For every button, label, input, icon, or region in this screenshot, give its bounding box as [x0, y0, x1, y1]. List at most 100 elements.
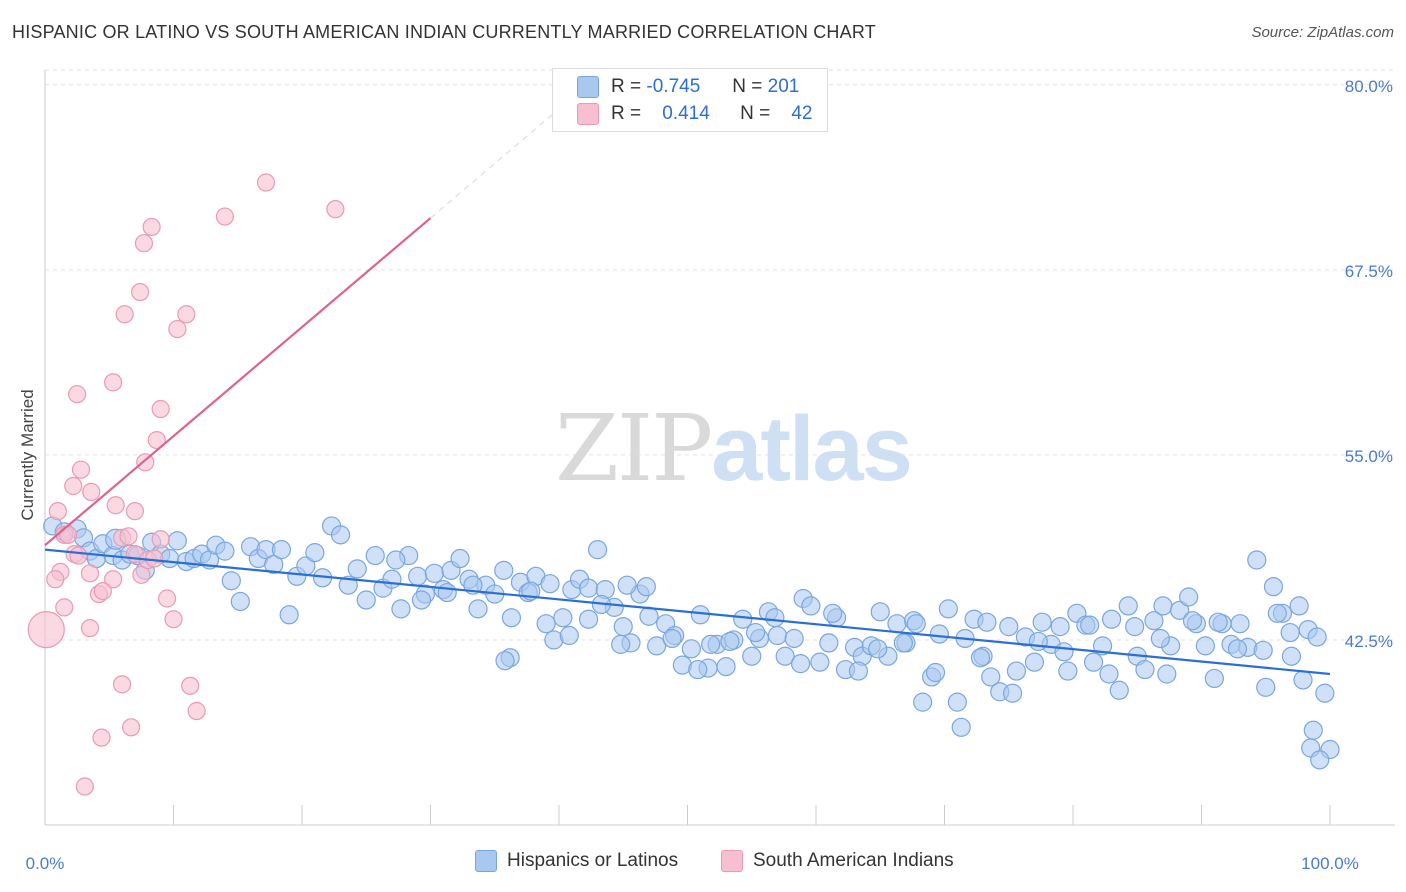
point-hispanics-150 — [1315, 683, 1335, 703]
point-hispanics-68 — [613, 617, 633, 637]
x-tick-label-0: 0.0% — [26, 854, 65, 873]
point-hispanics-77 — [690, 605, 710, 625]
watermark-zip: ZIP — [555, 395, 713, 502]
point-hispanics-86 — [767, 625, 788, 646]
point-sai-large — [27, 610, 65, 649]
point-sai-42 — [75, 777, 94, 796]
point-hispanics-176 — [868, 639, 888, 659]
point-sai-34 — [134, 234, 154, 253]
point-hispanics-140 — [1230, 614, 1250, 634]
y-tick-label-2: 67.5% — [1345, 262, 1393, 281]
point-hispanics-119 — [1050, 617, 1070, 637]
point-sai-22 — [80, 619, 100, 638]
point-hispanics-49 — [450, 548, 470, 569]
trend-line-sai-extension — [430, 108, 560, 219]
point-hispanics-113 — [999, 617, 1019, 637]
point-hispanics-175 — [893, 633, 913, 653]
legend-item-sai[interactable]: South American Indians — [721, 850, 954, 872]
point-sai-38 — [177, 305, 196, 324]
point-hispanics-178 — [823, 603, 843, 623]
point-sai-2 — [59, 525, 78, 544]
point-hispanics-27 — [264, 554, 284, 575]
n-label-pink: N = — [740, 103, 771, 124]
point-hispanics-164 — [1125, 617, 1145, 637]
point-sai-12 — [93, 581, 112, 601]
point-hispanics-59 — [536, 614, 556, 634]
point-hispanics-117 — [1032, 612, 1052, 632]
point-hispanics-191 — [559, 625, 579, 646]
point-sai-19 — [151, 530, 170, 549]
point-sai-46 — [187, 701, 206, 721]
point-hispanics-127 — [1118, 596, 1138, 616]
point-hispanics-133 — [1170, 600, 1190, 620]
y-axis-label: Currently Married — [18, 389, 37, 520]
trend-line-hispanics — [44, 548, 1331, 676]
point-hispanics-131 — [1153, 596, 1173, 616]
point-sai-5 — [46, 570, 65, 589]
point-hispanics-142 — [1247, 550, 1267, 570]
n-label-blue: N = — [732, 76, 763, 97]
point-sai-28 — [136, 453, 155, 472]
point-hispanics-147 — [1289, 596, 1309, 616]
point-hispanics-165 — [1099, 664, 1119, 684]
r-value-blue: -0.745 — [646, 76, 701, 97]
point-hispanics-163 — [1150, 628, 1170, 649]
point-sai-39 — [215, 207, 234, 226]
point-hispanics-187 — [617, 575, 637, 595]
point-hispanics-129 — [1135, 659, 1155, 680]
point-hispanics-185 — [662, 628, 682, 649]
point-sai-41 — [326, 200, 345, 219]
legend-item-hispanics[interactable]: Hispanics or Latinos — [475, 850, 678, 872]
trend-lines — [44, 108, 1331, 676]
n-value-pink: 42 — [791, 103, 813, 124]
point-sai-27 — [125, 502, 145, 521]
point-hispanics-44 — [408, 566, 428, 586]
point-hispanics-125 — [1101, 609, 1122, 629]
point-hispanics-179 — [790, 654, 811, 674]
point-hispanics-76 — [681, 639, 701, 659]
y-tick-label-0: 42.5% — [1345, 632, 1393, 651]
point-hispanics-166 — [1080, 615, 1100, 635]
point-hispanics-156 — [1280, 622, 1300, 643]
point-hispanics-100 — [887, 614, 907, 634]
y-tick-label-1: 55.0% — [1345, 447, 1393, 466]
point-hispanics-111 — [981, 667, 1001, 687]
point-hispanics-199 — [386, 550, 406, 570]
point-hispanics-103 — [913, 692, 933, 712]
point-hispanics-90 — [801, 596, 821, 616]
point-hispanics-36 — [338, 575, 358, 595]
point-hispanics-64 — [578, 578, 599, 598]
y-tick-label-3: 80.0% — [1345, 77, 1393, 96]
point-hispanics-71 — [639, 606, 659, 626]
x-tick-label-1: 100.0% — [1301, 854, 1359, 873]
point-sai-23 — [112, 675, 132, 694]
point-hispanics-107 — [947, 692, 967, 712]
point-hispanics-174 — [906, 614, 926, 634]
point-hispanics-14 — [160, 548, 180, 569]
point-hispanics-195 — [495, 651, 515, 671]
point-hispanics-177 — [848, 661, 869, 681]
point-hispanics-87 — [775, 646, 795, 666]
point-hispanics-61 — [553, 608, 573, 628]
point-hispanics-169 — [1003, 683, 1023, 703]
point-sai-43 — [92, 728, 111, 747]
point-hispanics-149 — [1307, 627, 1327, 647]
point-hispanics-146 — [1281, 646, 1302, 666]
point-sai-31 — [104, 373, 123, 392]
point-sai-33 — [130, 282, 150, 302]
point-sai-37 — [168, 319, 187, 339]
point-hispanics-82 — [733, 609, 753, 629]
point-hispanics-168 — [1028, 631, 1048, 652]
stats-legend: R = -0.745 N = 201 R = 0.414 N = 42 — [552, 68, 828, 132]
point-hispanics-32 — [305, 543, 325, 563]
point-sai-40 — [256, 173, 276, 192]
point-hispanics-180 — [765, 608, 785, 628]
point-hispanics-134 — [1179, 587, 1199, 607]
legend-swatch-blue — [475, 850, 497, 872]
point-sai-7 — [64, 476, 83, 496]
point-hispanics-190 — [578, 609, 599, 629]
point-hispanics-83 — [742, 646, 762, 666]
point-hispanics-167 — [1054, 642, 1074, 662]
axes — [44, 70, 1395, 826]
point-hispanics-72 — [647, 636, 667, 656]
